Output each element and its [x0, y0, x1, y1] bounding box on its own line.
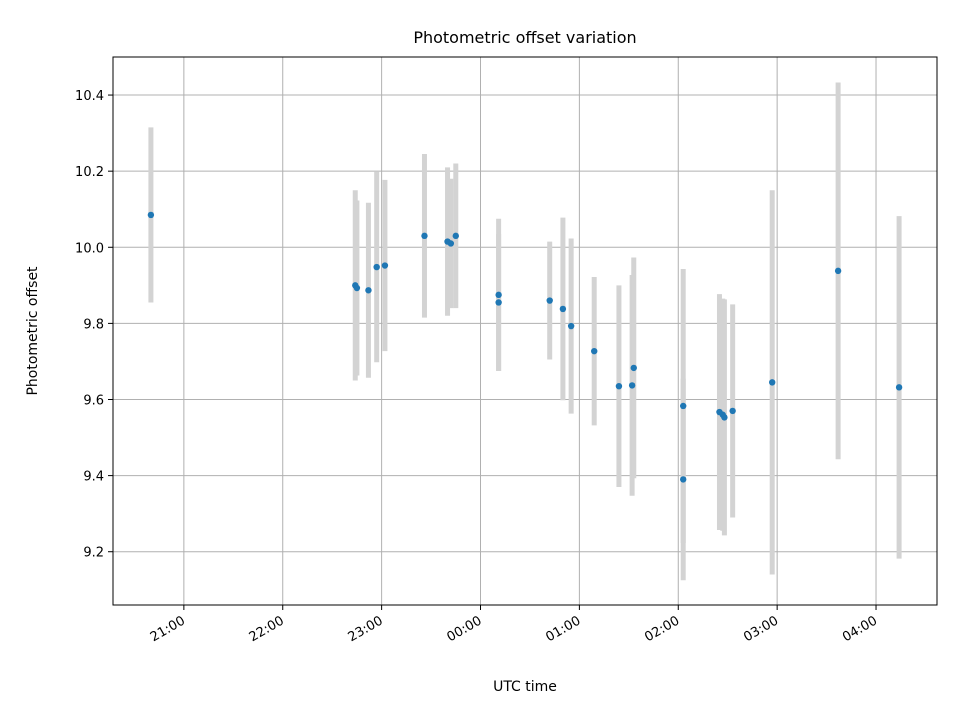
data-point [421, 232, 428, 240]
x-tick-label: 21:00 [148, 613, 188, 645]
x-tick-label: 03:00 [741, 613, 781, 645]
data-point [729, 407, 736, 415]
x-axis-ticks: 21:00 22:00 23:00 00:00 01:00 02:00 03:00 04:00 [148, 605, 880, 645]
data-point [495, 291, 502, 299]
grid-lines [113, 57, 937, 605]
y-tick-label: 10.0 [75, 241, 104, 256]
y-tick-label: 9.6 [83, 394, 104, 409]
y-tick-label: 9.2 [83, 546, 104, 561]
data-point [567, 322, 575, 330]
chart-title: Photometric offset variation [413, 28, 636, 47]
data-point [630, 364, 637, 372]
x-tick-label: 23:00 [346, 613, 386, 645]
data-point [615, 382, 623, 390]
data-point [895, 384, 903, 391]
data-point [591, 347, 598, 355]
y-tick-label: 10.4 [75, 89, 104, 104]
error-bars [148, 82, 902, 581]
data-point [680, 476, 687, 483]
data-point [353, 284, 361, 292]
data-point [495, 299, 502, 306]
data-point [447, 240, 455, 247]
y-tick-label: 9.8 [83, 317, 104, 332]
x-tick-label: 22:00 [247, 613, 287, 645]
data-point [373, 263, 380, 271]
y-tick-label: 10.2 [75, 165, 104, 180]
x-axis-label: UTC time [493, 679, 557, 695]
x-tick-label: 01:00 [543, 613, 583, 645]
data-points [147, 211, 903, 483]
data-point [546, 297, 553, 304]
data-point [452, 232, 459, 240]
data-point [721, 414, 728, 421]
y-axis-label: Photometric offset [25, 266, 41, 396]
plot-frame [112, 56, 938, 606]
y-tick-label: 9.4 [83, 470, 104, 485]
data-point [559, 305, 567, 313]
x-tick-label: 00:00 [445, 613, 485, 645]
data-point [365, 287, 372, 294]
data-point [680, 402, 687, 410]
data-point [769, 379, 776, 386]
data-point [834, 267, 842, 275]
data-point [147, 211, 155, 219]
data-point [381, 262, 389, 269]
data-point [628, 382, 636, 389]
x-tick-label: 02:00 [642, 613, 682, 645]
y-axis-ticks: 9.2 9.4 9.6 9.8 10.0 10.2 10.4 [75, 89, 113, 561]
x-tick-label: 04:00 [840, 613, 880, 645]
